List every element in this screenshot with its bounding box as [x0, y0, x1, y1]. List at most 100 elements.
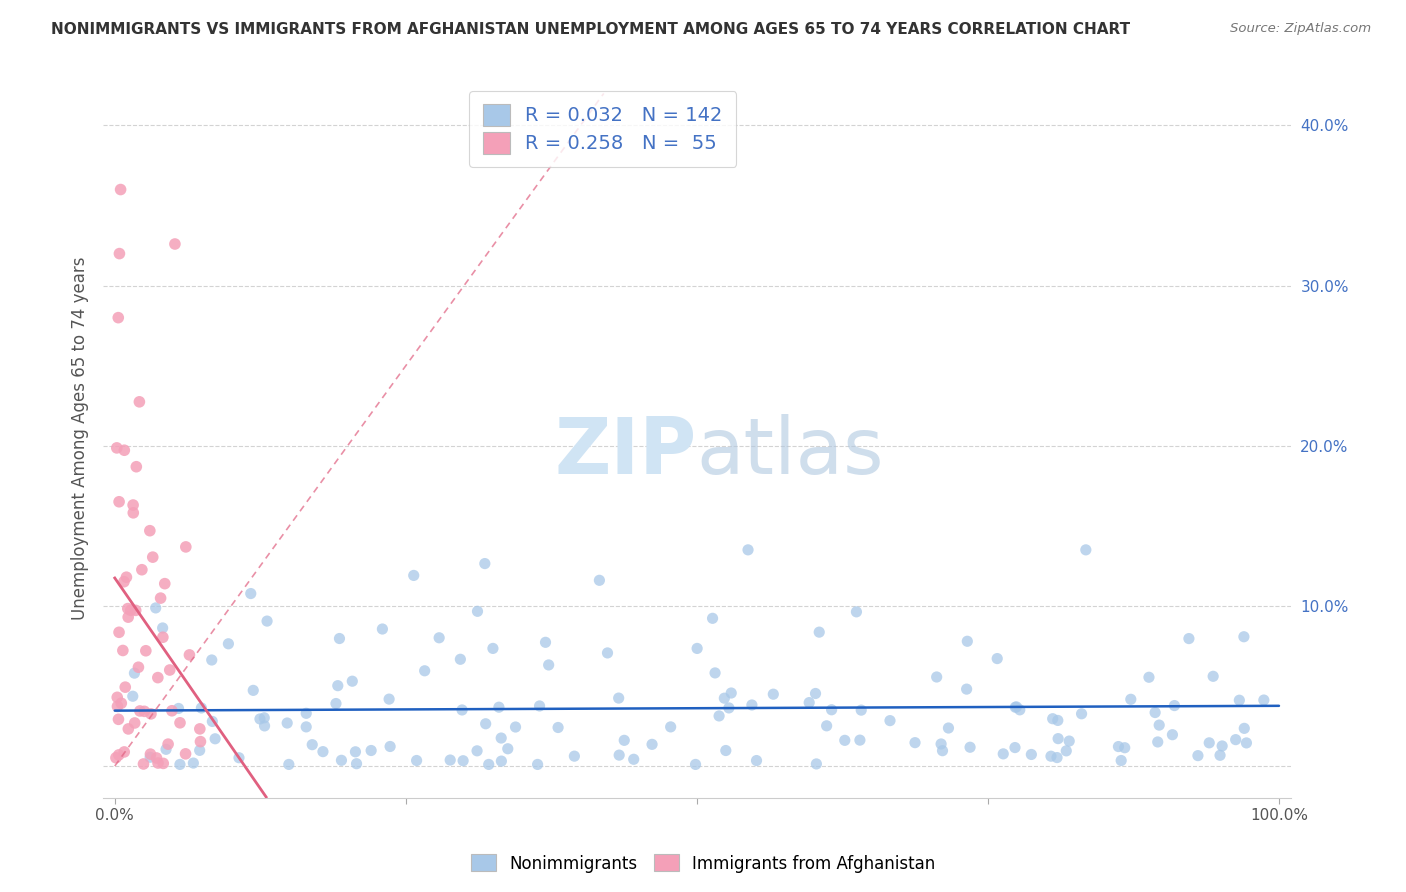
Point: [134, 704, 156, 718]
Point: [127, 660, 149, 674]
Point: [115, 570, 138, 584]
Point: [142, 550, 165, 565]
Point: [249, 712, 271, 726]
Point: [1146, 735, 1168, 749]
Point: [146, 756, 169, 770]
Point: [925, 670, 948, 684]
Point: [217, 637, 239, 651]
Point: [253, 711, 276, 725]
Point: [378, 739, 401, 754]
Point: [737, 542, 759, 557]
Point: [253, 719, 276, 733]
Point: [641, 737, 664, 751]
Point: [820, 703, 842, 717]
Point: [124, 716, 146, 731]
Point: [131, 563, 153, 577]
Point: [169, 715, 191, 730]
Point: [1137, 670, 1160, 684]
Point: [1057, 734, 1080, 748]
Point: [104, 751, 127, 765]
Point: [256, 614, 278, 628]
Point: [1209, 748, 1232, 763]
Point: [179, 648, 201, 662]
Point: [1042, 712, 1064, 726]
Text: NONIMMIGRANTS VS IMMIGRANTS FROM AFGHANISTAN UNEMPLOYMENT AMONG AGES 65 TO 74 YE: NONIMMIGRANTS VS IMMIGRANTS FROM AFGHANI…: [51, 22, 1130, 37]
Point: [449, 652, 471, 666]
Point: [986, 651, 1008, 665]
Point: [1107, 739, 1129, 754]
Text: ZIP: ZIP: [554, 414, 697, 491]
Point: [1047, 731, 1070, 746]
Point: [301, 738, 323, 752]
Point: [1144, 706, 1167, 720]
Point: [1008, 703, 1031, 717]
Point: [808, 625, 831, 640]
Point: [596, 646, 619, 660]
Point: [745, 754, 768, 768]
Point: [242, 683, 264, 698]
Point: [125, 603, 148, 617]
Point: [702, 611, 724, 625]
Point: [1046, 750, 1069, 764]
Point: [152, 621, 174, 635]
Point: [163, 237, 186, 252]
Point: [312, 745, 335, 759]
Point: [371, 622, 394, 636]
Point: [405, 754, 427, 768]
Point: [183, 756, 205, 770]
Point: [489, 731, 512, 745]
Point: [159, 663, 181, 677]
Point: [105, 690, 128, 705]
Point: [1233, 722, 1256, 736]
Point: [607, 748, 630, 763]
Point: [1114, 740, 1136, 755]
Point: [613, 733, 636, 747]
Point: [1211, 739, 1233, 753]
Point: [717, 701, 740, 715]
Point: [346, 756, 368, 771]
Point: [815, 719, 838, 733]
Point: [1253, 693, 1275, 707]
Point: [1109, 754, 1132, 768]
Point: [1236, 736, 1258, 750]
Point: [488, 700, 510, 714]
Point: [529, 698, 551, 713]
Point: [1119, 692, 1142, 706]
Point: [139, 706, 162, 721]
Point: [1147, 718, 1170, 732]
Point: [107, 747, 129, 762]
Point: [993, 747, 1015, 761]
Point: [845, 605, 868, 619]
Point: [124, 666, 146, 681]
Point: [1198, 736, 1220, 750]
Point: [623, 752, 645, 766]
Point: [1054, 744, 1077, 758]
Point: [112, 574, 135, 589]
Text: Source: ZipAtlas.com: Source: ZipAtlas.com: [1230, 22, 1371, 36]
Point: [239, 586, 262, 600]
Point: [146, 671, 169, 685]
Point: [478, 757, 501, 772]
Point: [135, 644, 157, 658]
Point: [129, 704, 152, 718]
Point: [879, 714, 901, 728]
Point: [122, 506, 145, 520]
Point: [482, 641, 505, 656]
Point: [526, 757, 548, 772]
Point: [344, 745, 367, 759]
Point: [295, 706, 318, 721]
Point: [139, 747, 162, 761]
Point: [491, 754, 513, 768]
Point: [378, 692, 401, 706]
Point: [342, 674, 364, 689]
Point: [804, 686, 827, 700]
Point: [1187, 748, 1209, 763]
Point: [1021, 747, 1043, 762]
Point: [1046, 714, 1069, 728]
Point: [931, 744, 953, 758]
Point: [762, 687, 785, 701]
Point: [1004, 700, 1026, 714]
Point: [704, 665, 727, 680]
Point: [188, 722, 211, 736]
Point: [1039, 749, 1062, 764]
